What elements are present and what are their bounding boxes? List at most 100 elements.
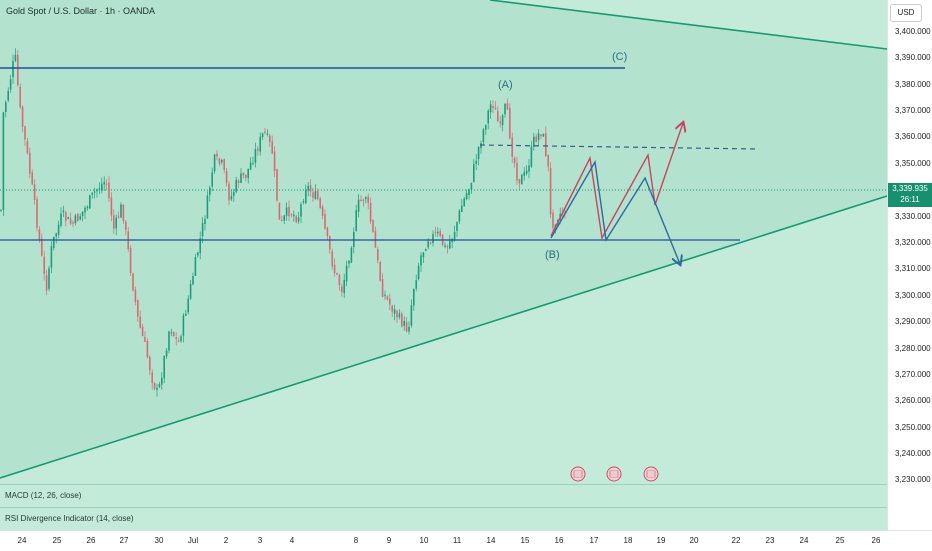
candle-body (360, 199, 362, 201)
current-price-tag: 3,339.935 26:11 (888, 183, 932, 207)
candle-body (449, 241, 451, 249)
candle-body (480, 143, 482, 149)
candle-body (278, 202, 281, 220)
candle-body (24, 126, 26, 140)
candle-body (518, 179, 521, 184)
candle-body (12, 61, 14, 78)
date-tick: Jul (187, 536, 199, 545)
wave-label-b: (B) (545, 249, 560, 261)
candle-body (19, 86, 21, 108)
candle-body (446, 246, 449, 248)
candle-body (326, 227, 329, 236)
candle-body (489, 104, 492, 113)
candle-body (540, 134, 542, 137)
candle-body (283, 215, 285, 221)
price-chart-canvas[interactable]: (A) (B) (C) (0, 0, 887, 484)
candle-body (552, 212, 554, 228)
current-price-value: 3,339.935 (892, 184, 928, 193)
candle-body (314, 191, 317, 199)
candle-body (341, 286, 343, 292)
bearish-projection-path (550, 159, 680, 264)
candle-body (336, 273, 338, 275)
candle-body (401, 313, 403, 327)
candle-body (482, 129, 485, 143)
candle-body (408, 326, 410, 332)
price-tick: 3,400.000 (895, 27, 931, 36)
price-tick: 3,350.000 (895, 159, 931, 168)
candle-body (180, 336, 182, 342)
candle-body (379, 262, 381, 281)
candle-body (494, 108, 497, 110)
candle-body (173, 332, 175, 336)
symbol-title[interactable]: Gold Spot / U.S. Dollar · 1h · OANDA (6, 6, 156, 16)
candle-body (41, 238, 43, 256)
candle-body (463, 198, 465, 206)
triangle-pattern-fill (0, 0, 887, 478)
candle-body (530, 146, 533, 167)
price-tick: 3,300.000 (895, 291, 931, 300)
date-tick: 10 (419, 536, 429, 545)
rsi-title[interactable]: RSI Divergence Indicator (14, close) (5, 514, 134, 523)
candle-body (177, 340, 180, 342)
candle-body (38, 229, 41, 240)
candle-body (189, 283, 192, 299)
price-tick: 3,290.000 (895, 317, 931, 326)
date-tick: 30 (154, 536, 164, 545)
candle-body (201, 223, 204, 237)
candle-body (2, 112, 5, 210)
candle-body (206, 195, 209, 219)
candle-body (439, 230, 441, 236)
price-tick: 3,260.000 (895, 396, 931, 405)
candle-body (235, 179, 237, 192)
candle-body (506, 103, 509, 110)
main-chart-pane[interactable]: (A) (B) (C) Gold Spot (0, 0, 887, 484)
candle-body (410, 305, 413, 326)
candle-body (362, 199, 365, 201)
wave-label-c: (C) (612, 51, 627, 63)
candle-body (374, 231, 377, 248)
candle-body (211, 172, 213, 187)
currency-badge[interactable]: USD (890, 4, 922, 22)
macd-pane[interactable]: MACD (12, 26, close) (0, 484, 887, 508)
candle-body (153, 382, 156, 389)
candle-body (281, 219, 283, 221)
candle-body (36, 199, 38, 228)
candle-body (29, 152, 31, 174)
candle-body (465, 193, 468, 200)
candle-body (108, 182, 110, 198)
candle-body (7, 90, 9, 101)
macd-title[interactable]: MACD (12, 26, close) (5, 491, 82, 500)
candle-body (163, 356, 165, 379)
candle-body (350, 247, 353, 263)
candle-body (293, 214, 295, 217)
rsi-pane[interactable]: RSI Divergence Indicator (14, close) (0, 507, 887, 531)
time-axis[interactable]: 24 25 26 27 30 Jul 2 3 4 8 9 10 11 14 15… (0, 530, 932, 551)
date-tick: 4 (289, 536, 295, 545)
candle-body (389, 298, 391, 305)
candle-body (266, 133, 269, 135)
candle-body (149, 356, 151, 371)
candle-body (192, 276, 194, 285)
candle-body (420, 255, 422, 266)
price-tick: 3,320.000 (895, 238, 931, 247)
price-axis[interactable] (887, 0, 932, 484)
candle-body (290, 214, 293, 216)
candle-body (405, 321, 408, 332)
candle-body (129, 247, 132, 274)
date-tick: 23 (765, 536, 775, 545)
candle-body (72, 222, 74, 224)
date-tick: 9 (386, 536, 392, 545)
candle-body (185, 313, 187, 316)
candle-body (254, 149, 257, 163)
candle-body (225, 171, 228, 183)
upper-trendline (489, 0, 887, 50)
price-tick: 3,380.000 (895, 80, 931, 89)
candle-body (156, 387, 158, 390)
candle-body (456, 222, 458, 231)
candle-body (259, 136, 261, 152)
candle-body (271, 141, 273, 154)
candle-body (91, 192, 93, 195)
candle-body (137, 300, 139, 317)
candle-body (386, 296, 389, 300)
